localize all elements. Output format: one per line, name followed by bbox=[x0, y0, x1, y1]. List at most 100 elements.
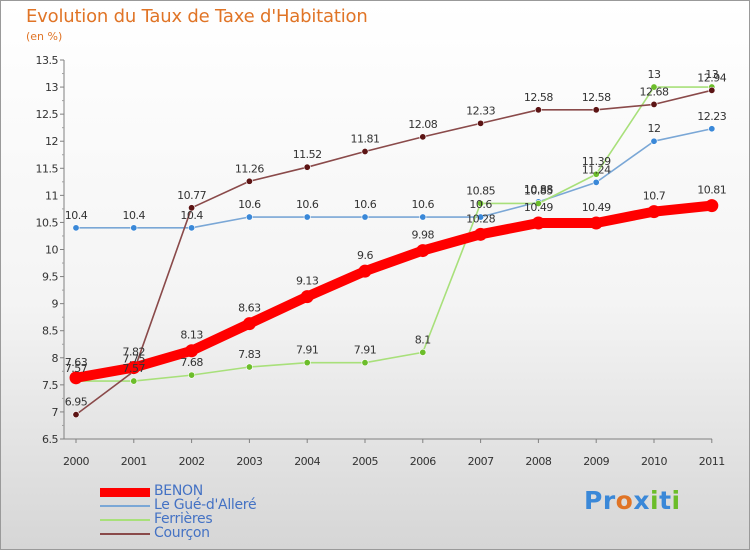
data-label: 10.28 bbox=[466, 212, 495, 225]
y-tick-label: 9 bbox=[52, 298, 59, 311]
data-point bbox=[474, 227, 488, 241]
y-tick-label: 6.5 bbox=[42, 433, 58, 446]
data-label: 10.88 bbox=[524, 183, 553, 196]
data-label: 7.57 bbox=[65, 362, 88, 375]
data-point bbox=[188, 204, 196, 212]
legend-label: Ferrières bbox=[154, 511, 213, 527]
legend-label: Courçon bbox=[154, 525, 210, 541]
data-label: 10.85 bbox=[466, 184, 495, 197]
data-label: 10.6 bbox=[296, 198, 319, 211]
y-tick-label: 10 bbox=[45, 244, 58, 257]
data-label: 10.85 bbox=[524, 184, 553, 197]
data-point bbox=[534, 106, 542, 114]
data-label: 11.26 bbox=[235, 162, 264, 175]
data-point bbox=[592, 170, 600, 178]
legend-item: Le Gué-d'Alleré bbox=[100, 497, 360, 513]
data-point bbox=[245, 213, 253, 221]
data-label: 9.13 bbox=[296, 275, 319, 288]
data-label: 10.7 bbox=[643, 190, 666, 203]
data-label: 8.63 bbox=[238, 302, 261, 315]
data-label: 10.4 bbox=[180, 209, 203, 222]
data-point bbox=[361, 213, 369, 221]
data-label: 12.94 bbox=[697, 71, 726, 84]
legend-item: Ferrières bbox=[100, 511, 360, 527]
y-tick-label: 10.5 bbox=[36, 216, 59, 229]
x-tick-label: 2006 bbox=[410, 455, 436, 468]
y-tick-label: 9.5 bbox=[42, 271, 58, 284]
data-label: 10.77 bbox=[177, 189, 206, 202]
data-point bbox=[592, 106, 600, 114]
data-label: 13 bbox=[648, 68, 661, 81]
data-label: 7.68 bbox=[180, 356, 203, 369]
data-label: 7.91 bbox=[296, 344, 319, 357]
data-point bbox=[708, 125, 716, 133]
data-label: 10.81 bbox=[697, 184, 726, 197]
data-point bbox=[477, 119, 485, 127]
data-point bbox=[185, 344, 199, 358]
data-point bbox=[303, 213, 311, 221]
data-point bbox=[416, 244, 430, 258]
data-point bbox=[647, 205, 661, 219]
data-point bbox=[69, 371, 83, 385]
data-point bbox=[531, 216, 545, 230]
data-point bbox=[303, 163, 311, 171]
data-label: 12.68 bbox=[640, 85, 669, 98]
y-tick-label: 11 bbox=[45, 189, 58, 202]
chart-title: Evolution du Taux de Taxe d'Habitation bbox=[26, 6, 368, 27]
data-label: 11.81 bbox=[351, 133, 380, 146]
data-point bbox=[477, 213, 485, 221]
data-point bbox=[300, 290, 314, 304]
data-point bbox=[534, 199, 542, 207]
data-label: 13 bbox=[705, 68, 718, 81]
x-tick-label: 2009 bbox=[583, 455, 609, 468]
series-line-2 bbox=[75, 86, 713, 382]
data-label: 10.6 bbox=[238, 198, 261, 211]
y-tick-label: 8 bbox=[52, 352, 59, 365]
proxiti-logo: Proxiti bbox=[584, 486, 681, 515]
x-tick-label: 2010 bbox=[641, 455, 667, 468]
legend-item: BENON bbox=[100, 483, 360, 499]
series-line-3 bbox=[75, 89, 713, 416]
legend-swatch bbox=[100, 505, 150, 507]
data-point bbox=[419, 133, 427, 141]
data-label: 7.57 bbox=[123, 362, 146, 375]
data-point bbox=[650, 137, 658, 145]
data-label: 12.08 bbox=[408, 118, 437, 131]
data-label: 9.98 bbox=[412, 229, 435, 242]
y-tick-label: 13 bbox=[45, 81, 58, 94]
logo-letter: o bbox=[615, 486, 634, 515]
data-label: 12.58 bbox=[524, 91, 553, 104]
data-point bbox=[245, 363, 253, 371]
data-point bbox=[242, 317, 256, 331]
series-line-1 bbox=[75, 127, 713, 229]
data-point bbox=[358, 264, 372, 278]
data-point bbox=[127, 361, 141, 375]
data-point bbox=[705, 199, 719, 213]
logo-letter: t bbox=[659, 486, 672, 515]
data-point bbox=[72, 411, 80, 419]
data-point bbox=[361, 148, 369, 156]
data-label: 7.83 bbox=[238, 348, 261, 361]
x-tick-label: 2001 bbox=[121, 455, 147, 468]
y-tick-label: 13.5 bbox=[36, 54, 59, 67]
data-point bbox=[708, 86, 716, 94]
data-label: 10.6 bbox=[469, 198, 492, 211]
logo-letter: i bbox=[671, 486, 681, 515]
data-label: 7.91 bbox=[354, 344, 377, 357]
series-line-0 bbox=[71, 200, 717, 383]
x-tick-label: 2004 bbox=[294, 455, 320, 468]
logo-letter: i bbox=[649, 486, 660, 515]
data-label: 7.75 bbox=[123, 352, 146, 365]
y-tick-label: 12 bbox=[45, 135, 58, 148]
data-label: 12.33 bbox=[466, 104, 495, 117]
data-label: 7.63 bbox=[65, 356, 88, 369]
data-label: 11.52 bbox=[293, 148, 322, 161]
data-point bbox=[188, 224, 196, 232]
data-point bbox=[477, 199, 485, 207]
data-label: 8.13 bbox=[180, 329, 203, 342]
x-tick-label: 2011 bbox=[699, 455, 725, 468]
data-label: 10.49 bbox=[582, 201, 611, 214]
data-point bbox=[245, 177, 253, 185]
